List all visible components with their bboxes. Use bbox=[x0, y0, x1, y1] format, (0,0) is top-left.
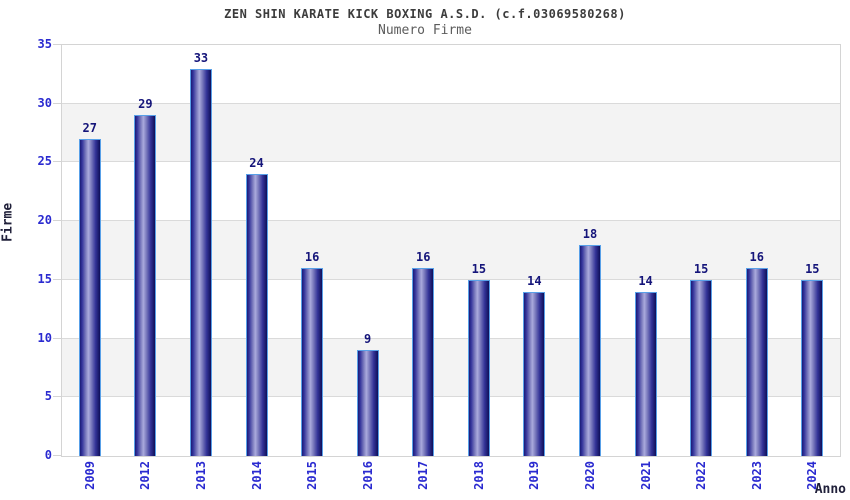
bar-value-label: 27 bbox=[82, 120, 98, 135]
y-tick-mark bbox=[53, 44, 61, 45]
x-tick-label: 2009 bbox=[82, 461, 98, 500]
bar-value-label: 33 bbox=[193, 50, 209, 65]
bar bbox=[189, 68, 212, 456]
chart-title: ZEN SHIN KARATE KICK BOXING A.S.D. (c.f.… bbox=[224, 7, 626, 21]
y-tick-label: 5 bbox=[44, 389, 52, 403]
x-tick-label-text: 2021 bbox=[639, 461, 653, 490]
bar-slot: 14 bbox=[618, 45, 674, 456]
y-tick-label: 15 bbox=[37, 272, 52, 286]
bar bbox=[634, 291, 657, 456]
bar-slot: 14 bbox=[507, 45, 563, 456]
y-tick-label: 30 bbox=[37, 96, 52, 110]
y-tick-label: 10 bbox=[37, 331, 52, 345]
gridline bbox=[62, 396, 840, 398]
x-tick-label-text: 2022 bbox=[694, 461, 708, 490]
x-tick-label: 2015 bbox=[304, 461, 320, 500]
y-tick-mark bbox=[53, 338, 61, 339]
bar-slot: 15 bbox=[673, 45, 729, 456]
bar-slot: 29 bbox=[118, 45, 174, 456]
x-tick-label: 2013 bbox=[193, 461, 209, 500]
x-tick-label-text: 2013 bbox=[194, 461, 208, 490]
bar bbox=[245, 174, 268, 456]
bar bbox=[301, 268, 324, 456]
bar-slot: 9 bbox=[340, 45, 396, 456]
y-tick-mark bbox=[53, 455, 61, 456]
x-tick-label-text: 2023 bbox=[750, 461, 764, 490]
gridline bbox=[62, 102, 840, 104]
bar bbox=[467, 279, 490, 456]
bar-slot: 15 bbox=[451, 45, 507, 456]
x-tick-label-text: 2017 bbox=[416, 461, 430, 490]
x-tick-label-text: 2016 bbox=[361, 461, 375, 490]
bar-slot: 16 bbox=[284, 45, 340, 456]
x-axis-title: Anno bbox=[814, 482, 846, 497]
bar-value-label: 15 bbox=[805, 261, 820, 276]
bar bbox=[523, 291, 546, 456]
y-tick-label: 25 bbox=[37, 154, 52, 168]
bar-slot: 18 bbox=[562, 45, 618, 456]
bar-value-label: 14 bbox=[638, 273, 653, 288]
x-tick-label: 2017 bbox=[415, 461, 431, 500]
bar-slot: 16 bbox=[729, 45, 785, 456]
x-tick-label: 2021 bbox=[638, 461, 654, 500]
gridline bbox=[62, 220, 840, 222]
x-tick-label-text: 2018 bbox=[472, 461, 486, 490]
x-tick-label-text: 2009 bbox=[83, 461, 97, 490]
y-tick-label: 0 bbox=[44, 448, 52, 462]
x-tick-label-text: 2019 bbox=[527, 461, 541, 490]
x-tick-label-text: 2014 bbox=[250, 461, 264, 490]
bar bbox=[134, 115, 157, 456]
x-tick-label: 2018 bbox=[471, 461, 487, 500]
x-tick-label: 2014 bbox=[249, 461, 265, 500]
bar bbox=[801, 279, 824, 456]
bar-value-label: 15 bbox=[471, 261, 487, 276]
bar-slot: 33 bbox=[173, 45, 229, 456]
bar-value-label: 16 bbox=[749, 250, 764, 265]
bar-slots: 27 29 33 24 16 9 16 15 14 18 14 15 16 15 bbox=[62, 45, 840, 456]
bar-value-label: 14 bbox=[527, 273, 542, 288]
x-tick-label: 2016 bbox=[360, 461, 376, 500]
bar-value-label: 16 bbox=[304, 250, 320, 265]
gridline bbox=[62, 161, 840, 163]
plot-area: 27 29 33 24 16 9 16 15 14 18 14 15 16 15 bbox=[61, 44, 841, 457]
x-tick-label-text: 2020 bbox=[583, 461, 597, 490]
y-tick-mark bbox=[53, 220, 61, 221]
bar-value-label: 9 bbox=[364, 332, 372, 347]
chart-subtitle: Numero Firme bbox=[378, 23, 472, 38]
bar bbox=[356, 350, 379, 456]
y-tick-mark bbox=[53, 103, 61, 104]
x-tick-label: 2012 bbox=[137, 461, 153, 500]
bar-value-label: 29 bbox=[138, 97, 153, 112]
y-tick-label: 35 bbox=[37, 37, 52, 51]
x-tick-label: 2019 bbox=[526, 461, 542, 500]
x-tick-label: 2023 bbox=[749, 461, 765, 500]
bar-slot: 27 bbox=[62, 45, 118, 456]
x-tick-label-text: 2015 bbox=[305, 461, 319, 490]
gridline bbox=[62, 337, 840, 339]
x-tick-label: 2022 bbox=[693, 461, 709, 500]
gridline bbox=[62, 278, 840, 280]
bar bbox=[745, 268, 768, 456]
bar bbox=[78, 138, 101, 456]
bar-slot: 15 bbox=[785, 45, 841, 456]
bar-slot: 24 bbox=[229, 45, 285, 456]
bar-value-label: 18 bbox=[582, 226, 598, 241]
y-tick-mark bbox=[53, 279, 61, 280]
y-tick-mark bbox=[53, 396, 61, 397]
bar-value-label: 15 bbox=[693, 261, 709, 276]
y-tick-mark bbox=[53, 161, 61, 162]
bar bbox=[412, 268, 435, 456]
bar bbox=[690, 279, 713, 456]
bar-slot: 16 bbox=[395, 45, 451, 456]
y-tick-label: 20 bbox=[37, 213, 52, 227]
x-tick-label: 2020 bbox=[582, 461, 598, 500]
bar-value-label: 24 bbox=[249, 156, 264, 171]
bar-value-label: 16 bbox=[416, 250, 431, 265]
x-tick-label-text: 2012 bbox=[138, 461, 152, 490]
bar bbox=[578, 244, 601, 456]
